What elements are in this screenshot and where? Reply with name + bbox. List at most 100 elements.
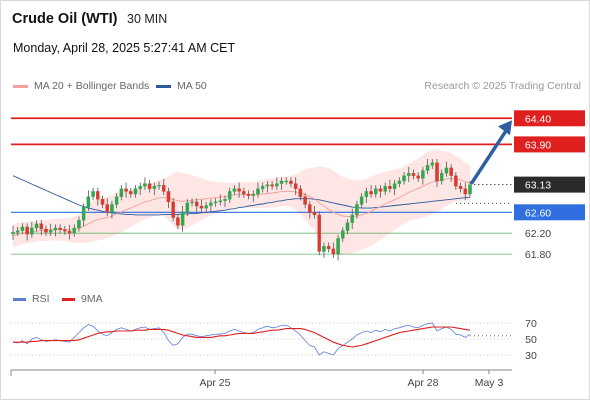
candle-body [312,212,317,216]
legend-label-ma50: MA 50 [177,80,207,92]
candle-body [331,248,336,255]
candle-body [256,188,260,195]
candle-body [430,162,435,166]
candle-body [444,167,449,174]
timeframe-label[interactable]: 30 MIN [127,12,168,26]
candle-body [213,201,218,204]
candle-body [114,196,119,205]
candle-body [364,191,369,197]
candle-body [157,184,161,187]
ma50-line [12,175,471,216]
candle-body [265,184,270,187]
candle-body [96,191,100,200]
candle-body [308,204,312,213]
candle-body [190,201,194,204]
level-label-62.20: 62.20 [525,228,551,240]
candle-body [242,191,246,195]
candle-body [435,162,439,182]
candle-body [199,205,204,209]
candle-body [110,204,114,213]
candle-body [449,167,453,176]
candle-body [152,186,157,189]
rsi-tick-label: 50 [525,334,537,346]
candle-body [317,214,321,252]
forecast-arrow-head [498,120,512,136]
level-badge-62.60 [514,204,585,221]
candle-body [53,227,58,231]
candle-body [133,188,138,195]
candle-body [407,172,411,176]
legend-swatch-rsi [13,297,26,301]
candle-body [458,186,463,189]
candle-body [463,188,468,195]
candle-body [119,188,124,197]
candle-body [341,230,345,239]
candle-body [336,238,340,255]
candle-body [91,191,95,197]
level-badge-64.40 [514,110,585,127]
candle-body [100,199,105,205]
candle-body [77,219,81,229]
candle-body [176,217,180,226]
candle-body [218,200,223,203]
candle-body [138,186,142,189]
candle-body [260,186,265,189]
candle-body [279,180,284,184]
candle-body [194,201,199,207]
instrument-title: Crude Oil (WTI) [12,11,118,27]
legend-label-9ma: 9MA [81,293,103,305]
candle-body [67,230,72,234]
level-label-63.13: 63.13 [525,180,551,192]
rsi-tick-label: 30 [525,350,537,362]
x-tick-label: Apr 28 [408,377,439,389]
candle-body [284,180,289,183]
candle-body [15,230,20,233]
candle-body [48,229,53,233]
ma20-line [12,177,471,237]
candle-body [171,201,175,218]
candle-body [11,232,15,234]
candle-body [44,228,48,233]
candle-body [374,188,378,195]
candle-body [72,227,76,234]
legend-swatch-9ma [62,297,75,301]
candle-body [416,175,420,179]
candle-body [227,191,232,200]
candle-body [30,227,34,235]
legend-label-ma20: MA 20 + Bollinger Bands [34,80,150,92]
candle-body [350,214,354,223]
rsi-series-rsi [12,322,471,356]
level-label-61.80: 61.80 [525,249,551,261]
legend-item-9ma: 9MA [62,293,103,305]
candle-body [289,180,293,184]
level-label-62.60: 62.60 [525,207,551,219]
candle-body [355,204,359,216]
rsi-tick-label: 70 [525,318,537,330]
level-badge-63.13 [514,176,585,193]
bollinger-band [13,149,470,256]
candle-body [204,205,208,209]
legend-swatch-ma20 [13,84,28,88]
candle-body [421,170,425,179]
legend-item-rsi: RSI [13,293,50,305]
candle-body [58,227,62,230]
candle-body [369,191,373,195]
candle-body [411,172,416,176]
candle-body [209,202,213,206]
datetime-label: Monday, April 28, 2025 5:27:41 AM CET [13,41,236,55]
forecast-arrow-shaft [470,127,509,185]
candle-body [185,202,190,213]
candle-body [147,183,152,189]
candle-body [298,188,303,197]
candle-body [232,188,237,192]
candle-body [383,186,387,192]
candle-body [293,183,298,189]
candle-body [246,193,251,196]
copyright-label: Research © 2025 Trading Central [424,80,581,92]
legend-swatch-ma50 [156,84,171,88]
candle-body [345,222,350,231]
candle-body [468,184,472,195]
candle-body [402,175,406,182]
candle-body [124,188,128,192]
candle-body [162,184,166,192]
